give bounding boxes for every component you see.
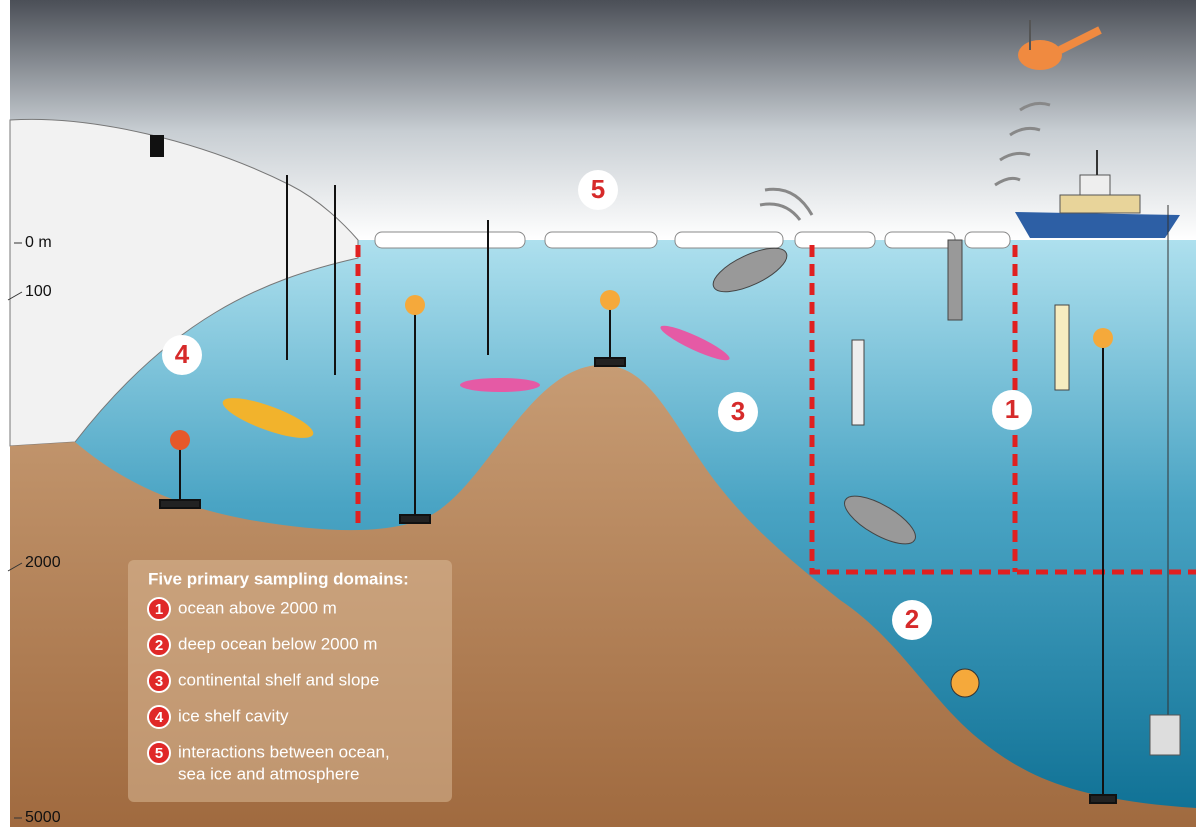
legend-label: ocean above 2000 m [178,598,337,617]
depth-label: 5000 [25,809,61,826]
legend-label: ice shelf cavity [178,706,289,725]
depth-label: 0 m [25,234,52,251]
legend: Five primary sampling domains: 1 ocean ab… [128,560,452,802]
depth-label: 100 [25,283,52,300]
domain-marker: 1 [1005,394,1019,424]
domain-marker: 4 [175,339,190,369]
legend-number: 1 [155,601,163,618]
domain-marker: 5 [591,174,605,204]
legend-label: sea ice and atmosphere [178,764,359,783]
legend-label: continental shelf and slope [178,670,379,689]
domain-marker: 3 [731,396,745,426]
legend-number: 5 [155,745,163,762]
legend-number: 4 [155,709,164,726]
legend-label: deep ocean below 2000 m [178,634,377,653]
legend-number: 3 [155,673,163,690]
domain-marker: 2 [905,604,919,634]
legend-label: interactions between ocean, [178,742,390,761]
depth-label: 2000 [25,554,61,571]
sea-ice [375,232,1010,248]
legend-title: Five primary sampling domains: [148,569,409,588]
legend-number: 2 [155,637,163,654]
diagram: 5 4 3 1 2 0 m 100 2000 5000 Five primary… [0,0,1196,827]
